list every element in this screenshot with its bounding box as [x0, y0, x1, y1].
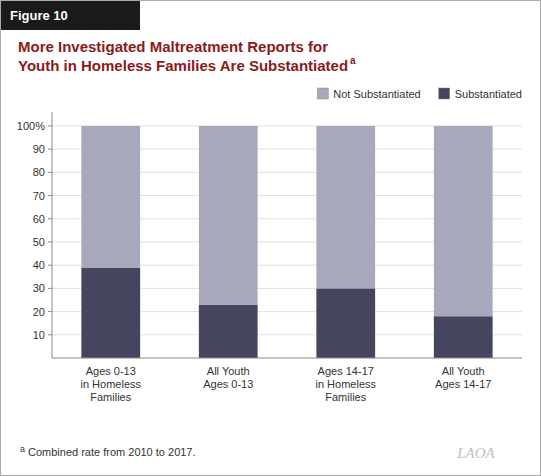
legend-swatch: [439, 88, 450, 99]
legend-label: Not Substantiated: [333, 88, 420, 100]
tick-label: 50: [33, 236, 45, 248]
bar: [316, 126, 375, 288]
tick-label-line: Ages 0-13: [86, 365, 136, 377]
tick-mark: [48, 172, 52, 173]
tick-mark: [48, 265, 52, 266]
tick-label-line: Families: [325, 391, 366, 403]
tick-mark: [48, 195, 52, 196]
legend-label: Substantiated: [455, 88, 522, 100]
tick-mark: [48, 149, 52, 150]
bar: [316, 288, 375, 358]
y-axis: 10 20 30 40 50 60 70 80 90 100%: [17, 112, 522, 358]
bar: [199, 305, 258, 358]
bars: [81, 126, 492, 358]
tick-label-line: in Homeless: [315, 378, 376, 390]
tick-label: All YouthAges 0-13: [203, 365, 253, 390]
footnote: Combined rate from 2010 to 2017.: [28, 446, 196, 458]
tick-mark: [48, 311, 52, 312]
tick-label: 80: [33, 166, 45, 178]
tick-label: Ages 0-13in HomelessFamilies: [80, 365, 141, 403]
tick-label-line: Ages 14-17: [318, 365, 374, 377]
tick-label: 40: [33, 259, 45, 271]
legend-swatch: [317, 88, 328, 99]
tick-label-line: Ages 14-17: [435, 378, 491, 390]
tick-mark: [48, 241, 52, 242]
tick-label-line: All Youth: [442, 365, 485, 377]
tick-label-line: Ages 0-13: [203, 378, 253, 390]
tick-mark: [48, 334, 52, 335]
legend: Not Substantiated Substantiated: [317, 88, 522, 100]
title-line: Youth in Homeless Families Are Substanti…: [18, 57, 348, 74]
legend-item: Not Substantiated: [317, 88, 420, 100]
bar: [434, 316, 493, 358]
tick-label: 100%: [17, 120, 45, 132]
tick-label-line: in Homeless: [80, 378, 141, 390]
figure-label-box: [0, 0, 140, 30]
bar: [199, 126, 258, 305]
bar: [434, 126, 493, 316]
bar: [81, 267, 140, 358]
title-line: More Investigated Maltreatment Reports f…: [18, 38, 328, 55]
tick-label: 70: [33, 190, 45, 202]
watermark: LAOA: [456, 445, 495, 461]
tick-label-line: Families: [90, 391, 131, 403]
tick-label: 30: [33, 282, 45, 294]
tick-label: All YouthAges 14-17: [435, 365, 491, 390]
chart: Figure 10 More Investigated Maltreatment …: [0, 0, 541, 476]
bar: [81, 126, 140, 268]
tick-label: 20: [33, 306, 45, 318]
axis-line: [52, 112, 53, 358]
border: [1, 1, 541, 476]
tick-label-line: All Youth: [207, 365, 250, 377]
title: More Investigated Maltreatment Reports f…: [18, 38, 348, 74]
title-superscript: a: [350, 55, 356, 66]
tick-label: Ages 14-17in HomelessFamilies: [315, 365, 376, 403]
x-axis: Ages 0-13in HomelessFamiliesAll YouthAge…: [80, 365, 491, 403]
axis-line: [52, 358, 522, 359]
tick-label: 60: [33, 213, 45, 225]
background: [0, 0, 541, 476]
tick-mark: [48, 288, 52, 289]
tick-mark: [48, 125, 52, 126]
footnote-marker: a: [20, 444, 25, 454]
legend-item: Substantiated: [439, 88, 522, 100]
tick-label: 10: [33, 329, 45, 341]
figure-label: Figure 10: [10, 8, 68, 23]
tick-label: 90: [33, 143, 45, 155]
tick-mark: [48, 218, 52, 219]
